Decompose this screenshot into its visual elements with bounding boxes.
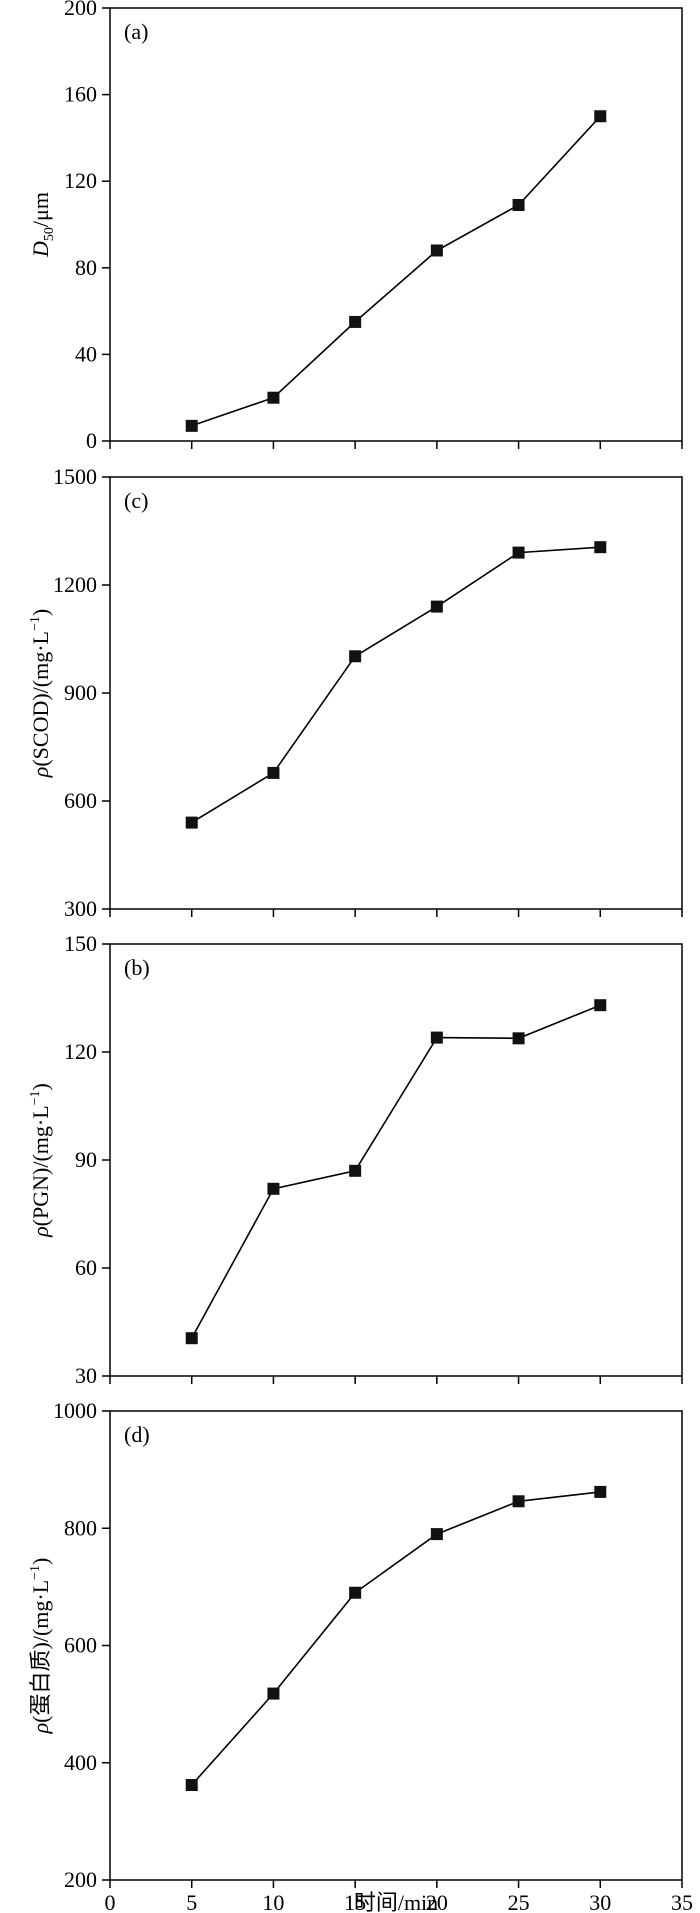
data-point (594, 999, 607, 1012)
data-point (185, 816, 198, 829)
data-point (349, 315, 362, 328)
y-tick-label: 150 (64, 931, 97, 956)
y-tick-label: 1000 (53, 1398, 97, 1423)
y-tick-label: 200 (64, 0, 97, 20)
y-axis-symbol: ρ (28, 1226, 53, 1238)
y-tick-label: 900 (64, 680, 97, 705)
y-tick-label: 1500 (53, 464, 97, 489)
y-axis-superscript: −1 (28, 1565, 43, 1580)
y-tick-label: 90 (75, 1147, 97, 1172)
x-tick-label: 10 (262, 1890, 284, 1913)
x-tick-label: 0 (105, 1890, 116, 1913)
data-point (512, 1495, 525, 1508)
data-point (349, 650, 362, 663)
y-axis-symbol: ρ (28, 1723, 53, 1735)
data-point (430, 600, 443, 613)
series-line (191, 546, 601, 824)
panel-label: (b) (124, 955, 150, 980)
panel-3: 200 400 600 800 1000 0 5 10 15 20 25 30 35 时间/min (d) ρ… (28, 1398, 693, 1913)
data-point (512, 199, 525, 212)
plot-frame (109, 1410, 683, 1881)
data-point (430, 1528, 443, 1541)
x-tick-label: 30 (589, 1890, 611, 1913)
data-point (512, 546, 525, 559)
data-point (185, 1332, 198, 1345)
data-point (185, 419, 198, 432)
data-point (267, 1182, 280, 1195)
y-axis-unit: /μm (28, 192, 53, 227)
y-tick-label: 80 (75, 255, 97, 280)
x-tick-label: 15 (344, 1890, 366, 1913)
y-tick-label: 120 (64, 1039, 97, 1064)
y-axis-superscript: −1 (28, 616, 43, 631)
y-tick-label: 600 (64, 788, 97, 813)
x-tick-label: 35 (671, 1890, 693, 1913)
y-tick-label: 0 (86, 428, 97, 453)
y-tick-label: 120 (64, 168, 97, 193)
x-tick-label: 20 (426, 1890, 448, 1913)
y-axis-unit: (PGN)/(mg·L (28, 1105, 53, 1226)
y-tick-label: 1200 (53, 572, 97, 597)
y-axis-symbol: D (28, 241, 53, 258)
data-point (594, 541, 607, 554)
y-axis-close: ) (28, 1083, 53, 1090)
y-axis-label: D50/μm (28, 192, 57, 258)
data-point (267, 391, 280, 404)
x-tick-label: 25 (508, 1890, 530, 1913)
panel-2: 30 60 90 120 150 (b) ρ(PGN)/(mg·L−1) (28, 931, 683, 1388)
data-point (349, 1586, 362, 1599)
y-axis-close: ) (28, 1558, 53, 1565)
y-axis-label: ρ(PGN)/(mg·L−1) (28, 1083, 53, 1238)
y-axis-unit: (蛋白质)/(mg·L (28, 1580, 53, 1723)
plot-frame (109, 7, 683, 442)
panel-1: 300 600 900 1200 1500 (c) ρ(SCOD)/(mg·L−1) (28, 464, 683, 921)
data-point (512, 1032, 525, 1045)
y-tick-label: 30 (75, 1363, 97, 1388)
x-axis-label: 时间/min (354, 1890, 438, 1913)
data-point (267, 766, 280, 779)
y-axis-close: ) (28, 609, 53, 616)
y-tick-label: 60 (75, 1255, 97, 1280)
panel-label: (c) (124, 488, 148, 513)
data-point (349, 1164, 362, 1177)
panel-label: (d) (124, 1422, 150, 1447)
data-point (267, 1687, 280, 1700)
series-line (190, 1004, 601, 1339)
y-axis-label: ρ(SCOD)/(mg·L−1) (28, 609, 53, 778)
data-point (594, 110, 607, 123)
y-tick-label: 200 (64, 1867, 97, 1892)
panel-0: 0 40 80 120 160 200 (a) D50/μm (28, 0, 683, 453)
data-point (430, 244, 443, 257)
series-line (191, 1491, 601, 1786)
series-line (191, 115, 601, 427)
data-point (185, 1779, 198, 1792)
y-tick-label: 600 (64, 1633, 97, 1658)
data-point (430, 1031, 443, 1044)
y-axis-subscript: 50 (42, 227, 57, 241)
y-tick-label: 300 (64, 896, 97, 921)
x-tick-label: 5 (186, 1890, 197, 1913)
y-tick-label: 40 (75, 341, 97, 366)
y-tick-label: 800 (64, 1515, 97, 1540)
y-axis-symbol: ρ (28, 767, 53, 779)
data-point (594, 1485, 607, 1498)
y-axis-label: ρ(蛋白质)/(mg·L−1) (28, 1558, 53, 1735)
y-tick-label: 160 (64, 82, 97, 107)
panel-label: (a) (124, 19, 148, 44)
y-axis-superscript: −1 (28, 1090, 43, 1105)
y-axis-unit: (SCOD)/(mg·L (28, 631, 53, 767)
y-tick-label: 400 (64, 1750, 97, 1775)
